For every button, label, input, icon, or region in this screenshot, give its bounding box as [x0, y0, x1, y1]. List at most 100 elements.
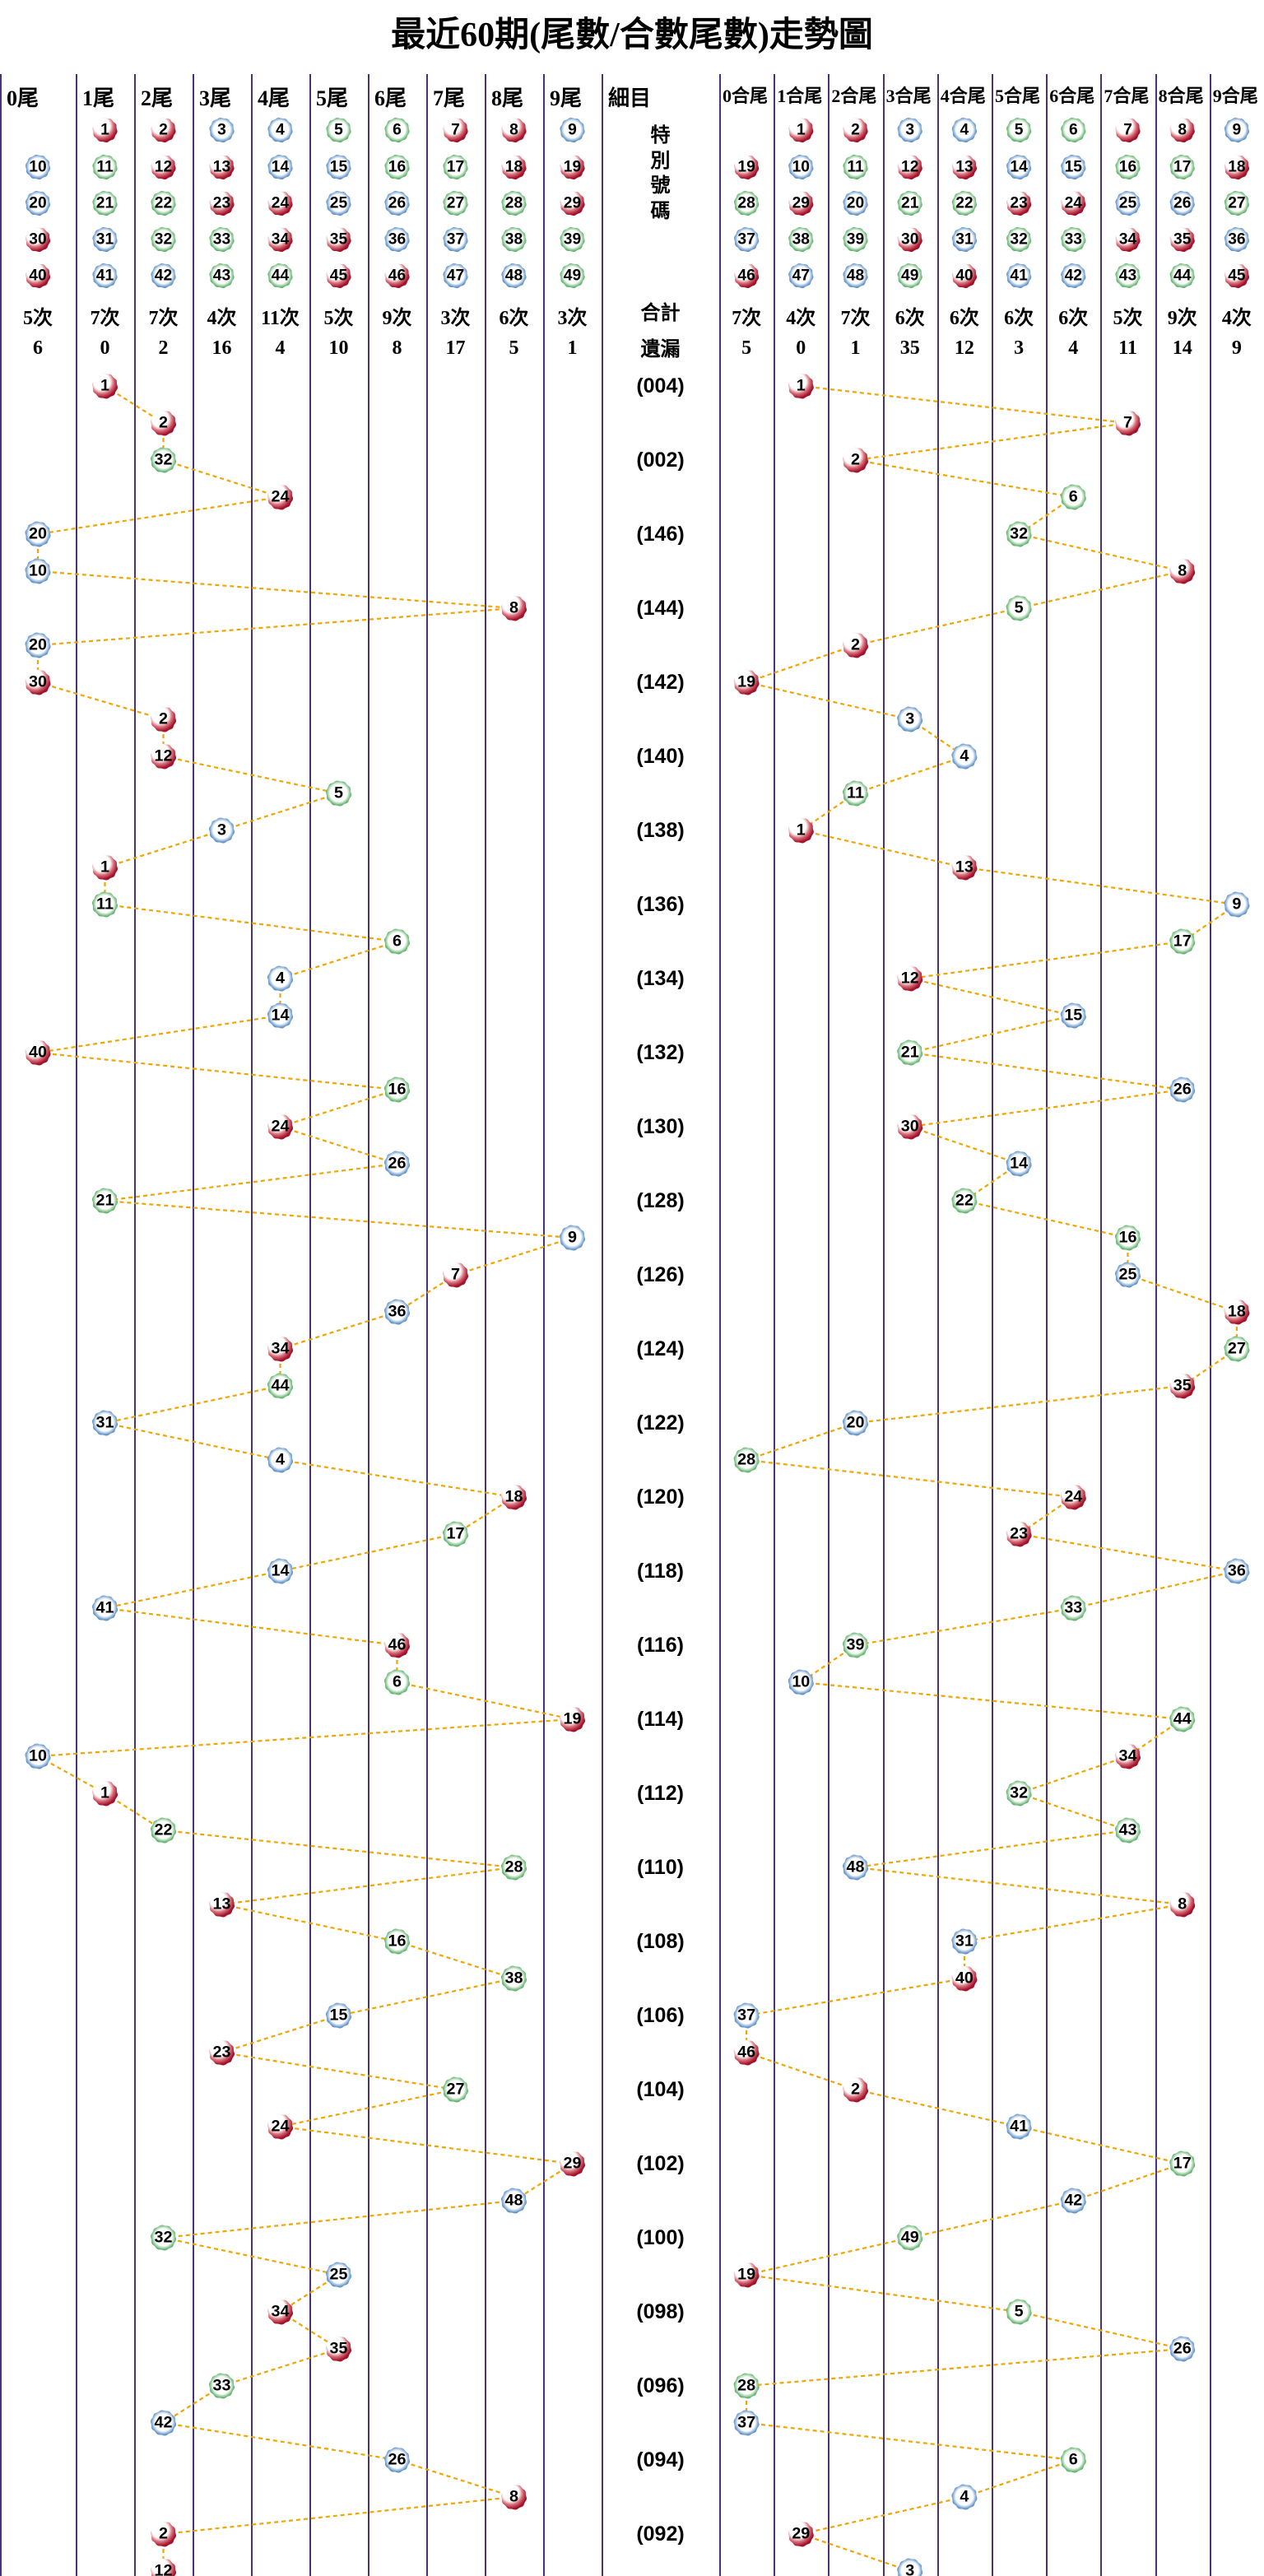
svg-text:35: 35 — [1173, 231, 1192, 249]
svg-text:29: 29 — [564, 2155, 582, 2173]
svg-text:5: 5 — [1015, 599, 1024, 617]
svg-text:3: 3 — [905, 710, 914, 728]
svg-text:6: 6 — [1069, 488, 1078, 506]
svg-text:34: 34 — [1119, 1747, 1137, 1765]
svg-text:38: 38 — [505, 231, 523, 249]
svg-text:11: 11 — [96, 895, 114, 914]
svg-text:31: 31 — [955, 231, 974, 249]
svg-text:46: 46 — [388, 267, 406, 285]
svg-text:28: 28 — [737, 195, 755, 212]
svg-text:42: 42 — [155, 2414, 173, 2432]
svg-text:2: 2 — [851, 451, 860, 469]
svg-text:32: 32 — [1010, 1784, 1028, 1802]
svg-text:36: 36 — [1228, 231, 1245, 249]
svg-text:6: 6 — [393, 932, 402, 951]
svg-text:42: 42 — [155, 267, 172, 285]
svg-text:31: 31 — [96, 1414, 114, 1432]
svg-text:15: 15 — [330, 2006, 348, 2025]
svg-text:38: 38 — [792, 231, 811, 249]
svg-text:3: 3 — [905, 122, 914, 139]
svg-text:12: 12 — [155, 747, 173, 765]
svg-text:1: 1 — [100, 377, 109, 395]
svg-text:31: 31 — [96, 231, 114, 249]
svg-text:41: 41 — [96, 1599, 114, 1617]
svg-text:16: 16 — [388, 1081, 407, 1099]
svg-text:39: 39 — [564, 231, 581, 249]
svg-text:19: 19 — [564, 1710, 582, 1728]
svg-text:40: 40 — [29, 267, 46, 285]
svg-text:15: 15 — [1064, 1007, 1082, 1025]
svg-text:2: 2 — [851, 636, 860, 654]
svg-text:25: 25 — [330, 2266, 348, 2284]
svg-text:48: 48 — [847, 267, 865, 285]
svg-text:29: 29 — [564, 195, 581, 212]
svg-text:23: 23 — [1010, 195, 1027, 212]
svg-text:47: 47 — [792, 267, 810, 285]
svg-text:10: 10 — [792, 1673, 810, 1691]
svg-text:20: 20 — [847, 195, 864, 212]
svg-text:11: 11 — [96, 159, 114, 176]
svg-text:4: 4 — [960, 2488, 969, 2506]
svg-text:27: 27 — [447, 2081, 465, 2099]
svg-text:2: 2 — [851, 2081, 860, 2099]
svg-text:17: 17 — [1173, 159, 1191, 176]
svg-text:32: 32 — [155, 2229, 173, 2247]
svg-text:40: 40 — [955, 1969, 974, 1988]
svg-text:34: 34 — [272, 1340, 290, 1358]
svg-text:18: 18 — [1228, 1303, 1246, 1321]
svg-text:16: 16 — [1119, 159, 1136, 176]
svg-text:42: 42 — [1065, 267, 1082, 285]
svg-text:34: 34 — [272, 231, 290, 249]
svg-text:30: 30 — [29, 673, 47, 691]
svg-text:36: 36 — [388, 1303, 407, 1321]
svg-text:13: 13 — [213, 159, 230, 176]
svg-text:10: 10 — [29, 1747, 47, 1765]
svg-text:27: 27 — [1228, 1340, 1246, 1358]
svg-text:22: 22 — [955, 195, 973, 212]
svg-text:12: 12 — [901, 159, 918, 176]
svg-text:33: 33 — [213, 2377, 231, 2395]
svg-text:25: 25 — [330, 195, 348, 212]
svg-text:12: 12 — [155, 159, 172, 176]
svg-text:17: 17 — [1173, 2155, 1192, 2173]
svg-text:14: 14 — [1010, 159, 1028, 176]
svg-text:13: 13 — [955, 159, 973, 176]
svg-text:10: 10 — [792, 159, 810, 176]
svg-text:1: 1 — [100, 1784, 109, 1802]
svg-text:43: 43 — [213, 267, 230, 285]
svg-text:41: 41 — [1010, 267, 1028, 285]
svg-text:8: 8 — [509, 122, 518, 139]
svg-text:21: 21 — [901, 195, 919, 212]
svg-text:47: 47 — [447, 267, 464, 285]
svg-text:18: 18 — [505, 1488, 523, 1506]
svg-text:12: 12 — [901, 969, 919, 988]
svg-text:40: 40 — [955, 267, 973, 285]
svg-text:13: 13 — [213, 1895, 231, 1913]
svg-text:32: 32 — [155, 231, 172, 249]
svg-text:35: 35 — [330, 2340, 348, 2358]
svg-text:10: 10 — [29, 159, 46, 176]
svg-text:35: 35 — [1173, 1377, 1192, 1395]
svg-text:16: 16 — [388, 1932, 407, 1951]
svg-text:14: 14 — [1010, 1155, 1028, 1173]
svg-text:19: 19 — [737, 159, 755, 176]
svg-text:4: 4 — [276, 969, 285, 988]
svg-text:25: 25 — [1119, 195, 1137, 212]
svg-text:26: 26 — [388, 195, 406, 212]
svg-text:44: 44 — [272, 267, 290, 285]
svg-text:14: 14 — [272, 159, 290, 176]
svg-text:30: 30 — [901, 231, 918, 249]
svg-text:45: 45 — [1228, 267, 1246, 285]
svg-text:23: 23 — [1010, 1525, 1028, 1543]
svg-text:6: 6 — [1069, 122, 1078, 139]
svg-text:6: 6 — [393, 1673, 402, 1691]
svg-text:48: 48 — [847, 1858, 865, 1876]
svg-text:33: 33 — [1064, 1599, 1082, 1617]
svg-text:24: 24 — [272, 1118, 290, 1136]
svg-text:1: 1 — [100, 122, 109, 139]
svg-text:4: 4 — [960, 747, 969, 765]
svg-text:26: 26 — [1173, 195, 1191, 212]
svg-text:5: 5 — [1015, 122, 1024, 139]
svg-text:8: 8 — [1178, 562, 1187, 580]
svg-text:31: 31 — [955, 1932, 974, 1951]
